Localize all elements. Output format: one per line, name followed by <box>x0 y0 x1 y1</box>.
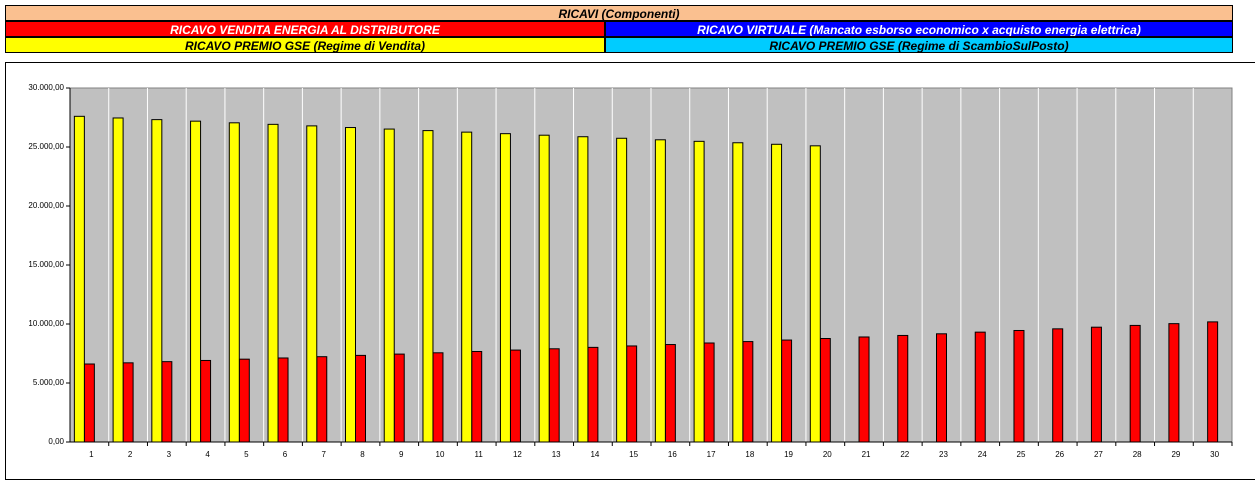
y-tick-label: 5.000,00 <box>33 378 65 387</box>
bar <box>1129 324 1141 443</box>
x-tick-label: 18 <box>745 450 754 459</box>
x-tick-label: 26 <box>1055 450 1064 459</box>
x-tick-label: 30 <box>1210 450 1219 459</box>
y-tick-label: 15.000,00 <box>28 260 64 269</box>
bar <box>732 142 744 443</box>
bar <box>238 358 250 443</box>
x-tick-label: 24 <box>978 450 987 459</box>
x-tick-label: 6 <box>283 450 288 459</box>
bar <box>538 134 550 443</box>
bar <box>161 361 173 443</box>
x-tick-label: 21 <box>862 450 871 459</box>
x-tick-label: 2 <box>128 450 133 459</box>
legend-item: RICAVO VENDITA ENERGIA AL DISTRIBUTORE <box>5 21 605 37</box>
x-tick-label: 15 <box>629 450 638 459</box>
bar <box>73 115 85 443</box>
bar <box>781 339 793 443</box>
bar <box>1207 321 1219 443</box>
bar <box>897 334 909 443</box>
x-tick-label: 11 <box>475 450 484 459</box>
bar <box>393 353 405 443</box>
bar <box>316 356 328 443</box>
x-tick-label: 22 <box>900 450 909 459</box>
bar <box>190 120 202 443</box>
bar <box>654 139 666 443</box>
bar <box>277 357 289 443</box>
bar <box>122 362 134 443</box>
bar <box>499 133 511 443</box>
bar <box>461 131 473 443</box>
x-tick-label: 5 <box>244 450 249 459</box>
bar <box>267 123 279 443</box>
bar <box>228 122 240 443</box>
x-tick-label: 23 <box>939 450 948 459</box>
bar <box>83 363 95 443</box>
header-title: RICAVI (Componenti) <box>5 5 1233 21</box>
bar <box>1168 323 1180 443</box>
x-tick-label: 14 <box>590 450 599 459</box>
bar <box>577 136 589 443</box>
legend-item: RICAVO VIRTUALE (Mancato esborso economi… <box>605 21 1233 37</box>
x-tick-label: 3 <box>167 450 172 459</box>
x-tick-label: 8 <box>360 450 365 459</box>
x-tick-label: 17 <box>707 450 716 459</box>
bar <box>974 331 986 443</box>
y-tick-label: 10.000,00 <box>28 319 64 328</box>
bar <box>471 350 483 443</box>
y-tick-label: 0,00 <box>48 437 64 446</box>
x-tick-label: 27 <box>1094 450 1103 459</box>
x-tick-label: 7 <box>322 450 327 459</box>
bar <box>200 359 212 443</box>
bar <box>626 345 638 443</box>
bar <box>509 349 521 443</box>
legend-item: RICAVO PREMIO GSE (Regime di ScambioSulP… <box>605 37 1233 53</box>
x-tick-label: 16 <box>668 450 677 459</box>
y-tick-label: 25.000,00 <box>28 142 64 151</box>
x-tick-label: 9 <box>399 450 404 459</box>
bar <box>1052 328 1064 443</box>
bar <box>693 140 705 443</box>
bar <box>936 333 947 443</box>
x-tick-label: 28 <box>1133 450 1142 459</box>
bar <box>771 143 783 443</box>
y-tick-label: 20.000,00 <box>28 201 64 210</box>
bar <box>306 125 318 443</box>
bar <box>703 342 715 443</box>
bar <box>383 128 395 443</box>
bar <box>858 336 870 443</box>
x-tick-label: 4 <box>205 450 210 459</box>
bar <box>432 352 444 443</box>
bar <box>112 117 124 443</box>
bar <box>742 341 754 443</box>
x-tick-label: 25 <box>1017 450 1026 459</box>
x-tick-label: 1 <box>89 450 94 459</box>
x-tick-label: 12 <box>513 450 522 459</box>
bar <box>422 130 434 443</box>
x-tick-label: 20 <box>823 450 832 459</box>
bar <box>151 119 163 443</box>
x-tick-label: 19 <box>784 450 793 459</box>
bar <box>664 344 676 443</box>
bar <box>1013 329 1025 443</box>
bar <box>355 354 366 443</box>
y-tick-label: 30.000,00 <box>28 83 64 92</box>
bar <box>1090 326 1102 443</box>
x-tick-label: 10 <box>436 450 445 459</box>
bar <box>809 145 821 443</box>
x-tick-label: 13 <box>552 450 561 459</box>
legend-item: RICAVO PREMIO GSE (Regime di Vendita) <box>5 37 605 53</box>
bar <box>548 348 560 443</box>
x-tick-label: 29 <box>1171 450 1180 459</box>
bar <box>587 346 599 443</box>
bar <box>345 127 356 443</box>
bar <box>616 137 628 443</box>
bar <box>819 338 831 443</box>
